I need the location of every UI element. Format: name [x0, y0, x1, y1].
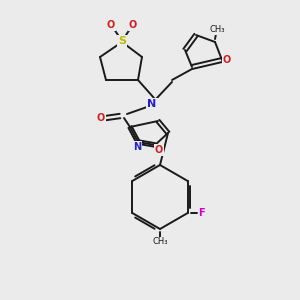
- Text: F: F: [198, 208, 205, 218]
- Text: O: O: [223, 55, 231, 65]
- Text: O: O: [129, 20, 137, 30]
- Text: N: N: [147, 99, 157, 109]
- Text: O: O: [97, 113, 105, 123]
- Text: N: N: [133, 142, 141, 152]
- Text: O: O: [155, 145, 163, 155]
- Text: O: O: [107, 20, 115, 30]
- Text: S: S: [118, 36, 126, 46]
- Text: CH₃: CH₃: [152, 238, 168, 247]
- Text: CH₃: CH₃: [209, 26, 225, 34]
